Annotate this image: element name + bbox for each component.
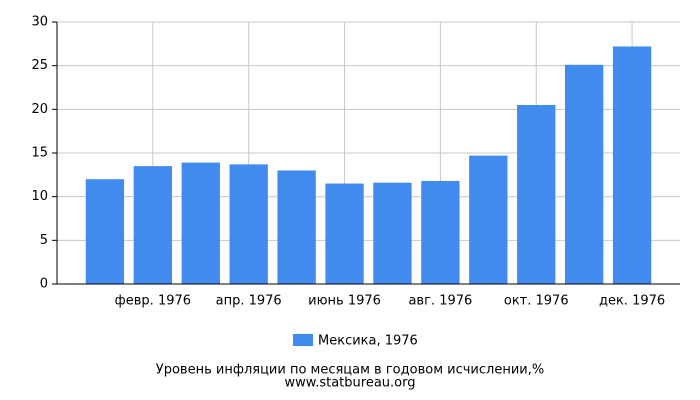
bar — [229, 164, 268, 284]
y-tick-label: 5 — [40, 233, 48, 248]
y-tick-label: 30 — [31, 15, 48, 30]
x-tick-label: июнь 1976 — [308, 294, 381, 309]
bar — [612, 46, 652, 284]
x-tick-label: апр. 1976 — [216, 294, 282, 309]
y-tick-label: 0 — [40, 277, 48, 292]
bar — [421, 180, 460, 284]
bar — [133, 166, 173, 284]
x-tick-label: дек. 1976 — [599, 294, 665, 309]
legend-swatch — [293, 334, 313, 346]
y-tick-label: 15 — [31, 146, 48, 161]
bar — [181, 162, 220, 284]
caption: Уровень инфляции по месяцам в годовом ис… — [156, 363, 544, 378]
source: www.statbureau.org — [285, 376, 416, 391]
bar — [85, 179, 125, 284]
bar — [469, 155, 508, 284]
bar — [277, 170, 316, 284]
x-tick-label: окт. 1976 — [504, 294, 569, 309]
x-tick-label: авг. 1976 — [408, 294, 472, 309]
y-tick-label: 25 — [31, 58, 48, 73]
x-tick-label: февр. 1976 — [115, 294, 191, 309]
y-tick-label: 10 — [31, 189, 48, 204]
bar — [325, 183, 364, 284]
bar — [564, 64, 604, 284]
y-tick-label: 20 — [31, 102, 48, 117]
bar — [517, 104, 556, 284]
bar — [373, 182, 412, 284]
legend-label: Мексика, 1976 — [318, 334, 418, 349]
